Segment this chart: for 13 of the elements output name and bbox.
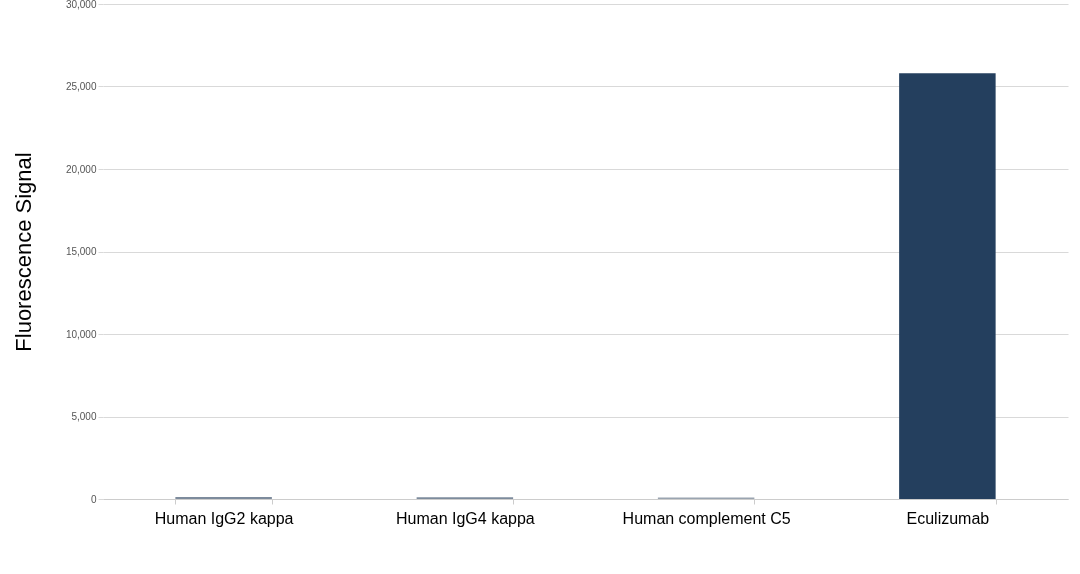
y-tick-label: 5,000 — [71, 411, 97, 422]
y-tick-label: 20,000 — [65, 163, 97, 175]
x-tick-label: Human IgG2 kappa — [154, 509, 294, 527]
x-tick-label: Eculizumab — [906, 509, 990, 527]
y-tick-label: 0 — [90, 493, 97, 505]
y-axis-title: Fluorescence Signal — [10, 152, 36, 352]
y-tick-label: 10,000 — [65, 328, 97, 340]
y-tick-label: 30,000 — [65, 0, 97, 10]
bar — [899, 73, 996, 499]
y-tick-label: 25,000 — [65, 81, 97, 92]
x-tick-label: Human complement C5 — [622, 509, 791, 527]
y-tick-label: 15,000 — [65, 246, 97, 257]
x-tick-label: Human IgG4 kappa — [396, 509, 535, 527]
